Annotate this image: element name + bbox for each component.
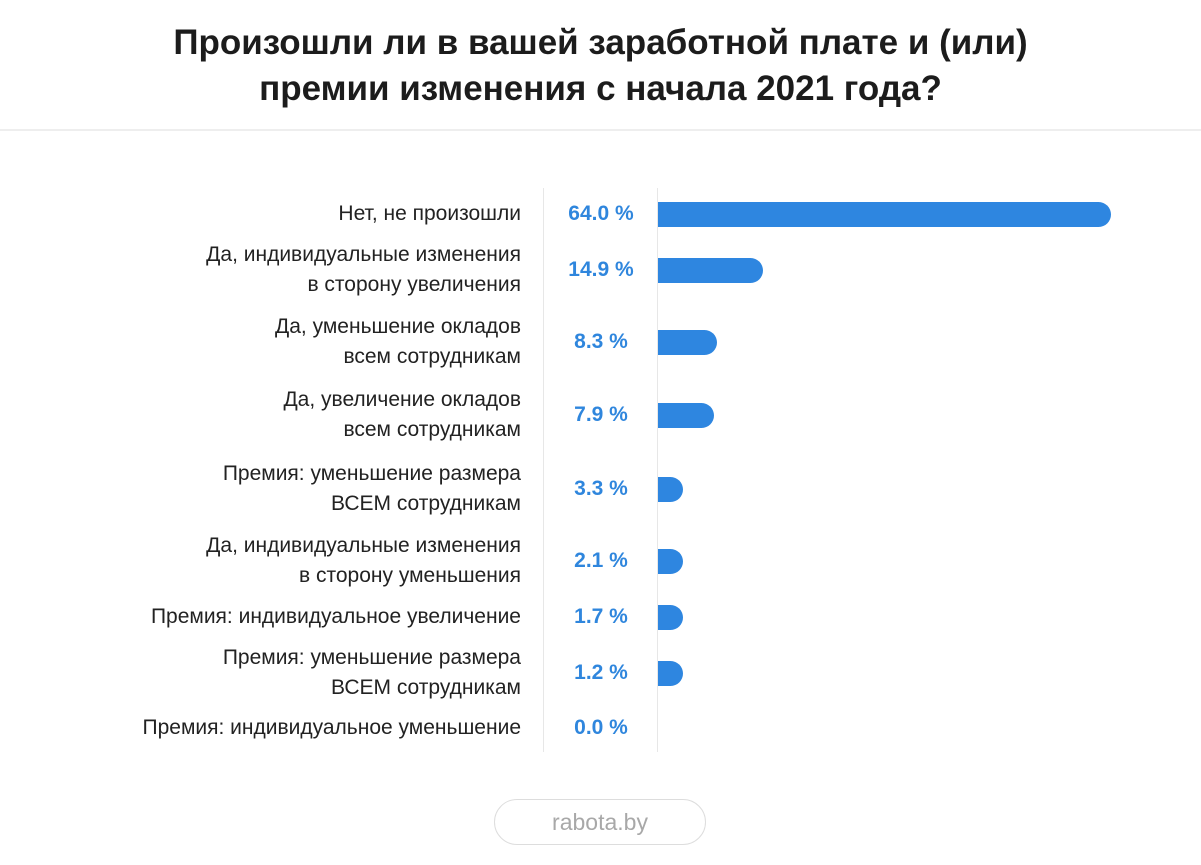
data-label: 8.3 %	[574, 330, 628, 353]
category-label-line: ВСЕМ сотрудникам	[331, 676, 521, 699]
chart-title-line-1: Произошли ли в вашей заработной плате и …	[173, 23, 1028, 62]
category-label-line: Да, увеличение окладов	[283, 388, 521, 411]
category-label-line: Премия: уменьшение размера	[222, 462, 521, 485]
category-label-line: в сторону уменьшения	[299, 564, 521, 587]
category-label: Премия: уменьшение размера ВСЕМ сотрудник…	[1, 643, 521, 703]
category-label: Да, индивидуальные изменения в сторону ум…	[1, 531, 521, 591]
category-label-line: всем сотрудникам	[343, 418, 521, 441]
chart-title-line-2: премии изменения с начала 2021 года?	[259, 69, 942, 108]
bar	[658, 548, 683, 574]
data-label: 1.7 %	[574, 605, 628, 628]
category-label: Премия: уменьшение размера ВСЕМ сотрудник…	[1, 459, 521, 519]
bar	[658, 329, 717, 355]
category-label-line: Да, индивидуальные изменения	[206, 243, 521, 266]
category-label: Да, увеличение окладов всем сотрудникам	[1, 385, 521, 445]
category-label-line: Да, уменьшение окладов	[275, 315, 521, 338]
category-label: Премия: индивидуальное уменьшение	[1, 713, 522, 743]
bar	[658, 660, 683, 686]
header-divider	[0, 129, 1201, 131]
category-label: Премия: индивидуальное увеличение	[1, 602, 521, 632]
category-label-line: Да, индивидуальные изменения	[206, 534, 521, 557]
data-label: 7.9 %	[574, 403, 628, 426]
bar	[658, 604, 683, 630]
category-label: Да, уменьшение окладов всем сотрудникам	[1, 312, 521, 372]
data-label: 14.9 %	[568, 258, 634, 281]
category-label-line: всем сотрудникам	[343, 345, 521, 368]
category-label-line: Премия: уменьшение размера	[222, 646, 521, 669]
bar	[658, 476, 683, 502]
chart-title: Произошли ли в вашей заработной плате и …	[0, 20, 1201, 112]
category-label-line: Премия: индивидуальное уменьшение	[142, 716, 522, 739]
category-label-line: Нет, не произошли	[338, 202, 521, 225]
data-label: 64.0 %	[568, 202, 634, 225]
value-axis-baseline	[657, 188, 658, 752]
category-label-line: Премия: индивидуальное увеличение	[150, 605, 521, 628]
data-label: 0.0 %	[574, 716, 628, 739]
category-label: Нет, не произошли	[1, 199, 521, 229]
bar	[658, 402, 714, 428]
bar	[658, 257, 764, 283]
category-label-line: в сторону увеличения	[307, 273, 521, 296]
data-label: 1.2 %	[574, 661, 628, 684]
category-label-line: ВСЕМ сотрудникам	[331, 492, 521, 515]
data-label: 3.3 %	[574, 477, 628, 500]
bar	[658, 201, 1111, 227]
category-label: Да, индивидуальные изменения в сторону ув…	[1, 240, 521, 300]
brand-badge: rabota.by	[494, 799, 706, 845]
label-column-divider	[543, 188, 544, 752]
data-label: 2.1 %	[574, 549, 628, 572]
